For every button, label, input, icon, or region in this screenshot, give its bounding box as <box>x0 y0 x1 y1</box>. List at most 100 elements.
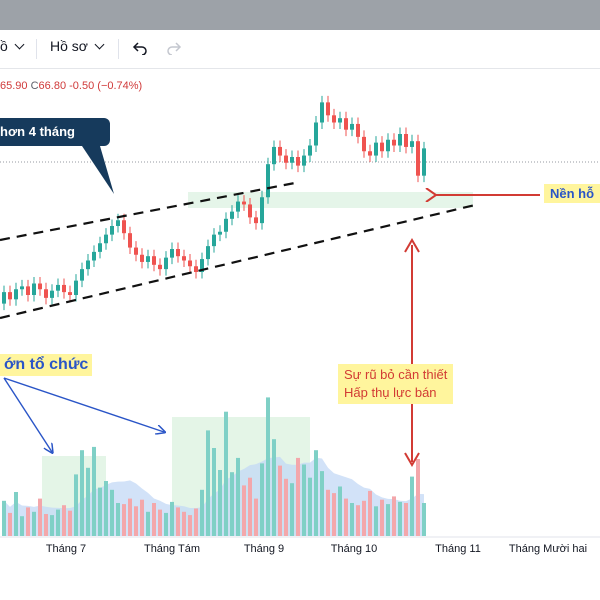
ohlc-change-pct: (−0.74%) <box>97 80 143 92</box>
candle-body <box>374 142 378 156</box>
volume-bar <box>200 489 204 536</box>
shakeout-annotation: Sự rũ bỏ cần thiết Hấp thụ lực bán <box>338 364 454 404</box>
candlesticks <box>2 95 426 311</box>
candle-body <box>194 266 198 272</box>
volume-bar <box>182 511 186 536</box>
volume-bar <box>14 492 18 536</box>
candle-body <box>32 283 36 295</box>
candle-body <box>98 243 102 252</box>
volume-bar <box>110 489 114 536</box>
volume-bar <box>416 459 420 536</box>
candle-body <box>380 142 384 152</box>
redo-icon[interactable] <box>166 41 182 55</box>
volume-bar <box>188 515 192 536</box>
candle-body <box>404 134 408 147</box>
x-tick-label: Tháng 11 <box>435 543 481 555</box>
volume-bar <box>38 498 42 536</box>
candle-body <box>254 217 258 224</box>
arrow-to-volume-zone-1 <box>3 377 52 452</box>
volume-bar <box>260 463 264 536</box>
candle-body <box>338 118 342 123</box>
candle-body <box>158 264 162 270</box>
volume-bar <box>206 430 210 536</box>
volume-bar <box>134 506 138 536</box>
volume-bars <box>2 397 426 536</box>
duration-callout: hơn 4 tháng <box>0 118 110 146</box>
candle-body <box>116 220 120 226</box>
x-tick-label: Tháng 7 <box>45 543 87 555</box>
channel-lower-line <box>0 203 476 320</box>
ohlc-change: -0.50 <box>69 80 95 92</box>
volume-bar <box>398 501 402 536</box>
volume-bar <box>86 467 90 536</box>
candle-body <box>224 218 228 232</box>
candle-body <box>260 197 264 224</box>
candle-body <box>74 280 78 295</box>
volume-bar <box>308 477 312 536</box>
shakeout-line-1: Sự rũ bỏ cần thiết <box>344 367 448 382</box>
candle-body <box>368 151 372 156</box>
candle-body <box>212 234 216 247</box>
volume-bar <box>386 504 390 536</box>
x-tick-label: Tháng 9 <box>243 543 285 555</box>
x-tick-label: Tháng Mười hai <box>508 543 588 555</box>
candle-body <box>278 146 282 156</box>
ohlc-close: 66.80 <box>38 80 67 92</box>
candle-body <box>38 283 42 290</box>
x-tick-label: Tháng Tám <box>143 543 201 555</box>
candle-body <box>350 123 354 130</box>
volume-bar <box>44 514 48 536</box>
candle-body <box>242 201 246 205</box>
shakeout-line-2: Hấp thụ lực bán <box>344 385 437 400</box>
volume-bar <box>152 503 156 536</box>
volume-bar <box>374 506 378 536</box>
candle-body <box>50 290 54 298</box>
callout-tail <box>82 146 114 194</box>
undo-icon[interactable] <box>132 41 148 55</box>
volume-bar <box>26 507 30 536</box>
volume-bar <box>146 511 150 536</box>
candle-body <box>146 256 150 262</box>
volume-bar <box>344 498 348 536</box>
candle-body <box>122 220 126 234</box>
profile-dropdown[interactable]: Hồ sơ <box>50 38 105 54</box>
candle-body <box>314 122 318 146</box>
support-base-zone <box>188 192 473 208</box>
candle-body <box>128 233 132 248</box>
candle-body <box>56 284 60 291</box>
volume-bar <box>212 448 216 536</box>
volume-bar <box>176 507 180 536</box>
candle-body <box>110 226 114 235</box>
volume-bar <box>32 511 36 536</box>
candle-body <box>68 292 72 295</box>
volume-bar <box>356 505 360 536</box>
interval-label: ồ <box>0 38 8 54</box>
volume-bar <box>338 486 342 536</box>
candle-body <box>206 246 210 260</box>
candle-body <box>398 134 402 146</box>
volume-bar <box>320 471 324 536</box>
volume-bar <box>122 504 126 536</box>
volume-bar <box>140 499 144 536</box>
volume-bar <box>278 465 282 536</box>
candle-body <box>86 260 90 270</box>
volume-bar <box>296 457 300 536</box>
channel-upper-line <box>0 180 301 242</box>
organization-annotation: ớn tổ chức <box>0 354 93 376</box>
volume-bar <box>68 510 72 536</box>
profile-label: Hồ sơ <box>50 38 88 54</box>
candle-body <box>200 259 204 272</box>
candle-body <box>80 269 84 281</box>
candle-body <box>26 286 30 295</box>
volume-bar <box>350 503 354 536</box>
volume-bar <box>50 515 54 536</box>
candle-body <box>290 157 294 163</box>
interval-dropdown[interactable]: ồ <box>0 38 25 54</box>
candle-body <box>386 139 390 152</box>
candle-body <box>362 136 366 152</box>
candle-body <box>326 102 330 116</box>
candle-body <box>140 254 144 262</box>
candle-body <box>422 148 426 176</box>
candle-body <box>284 155 288 163</box>
